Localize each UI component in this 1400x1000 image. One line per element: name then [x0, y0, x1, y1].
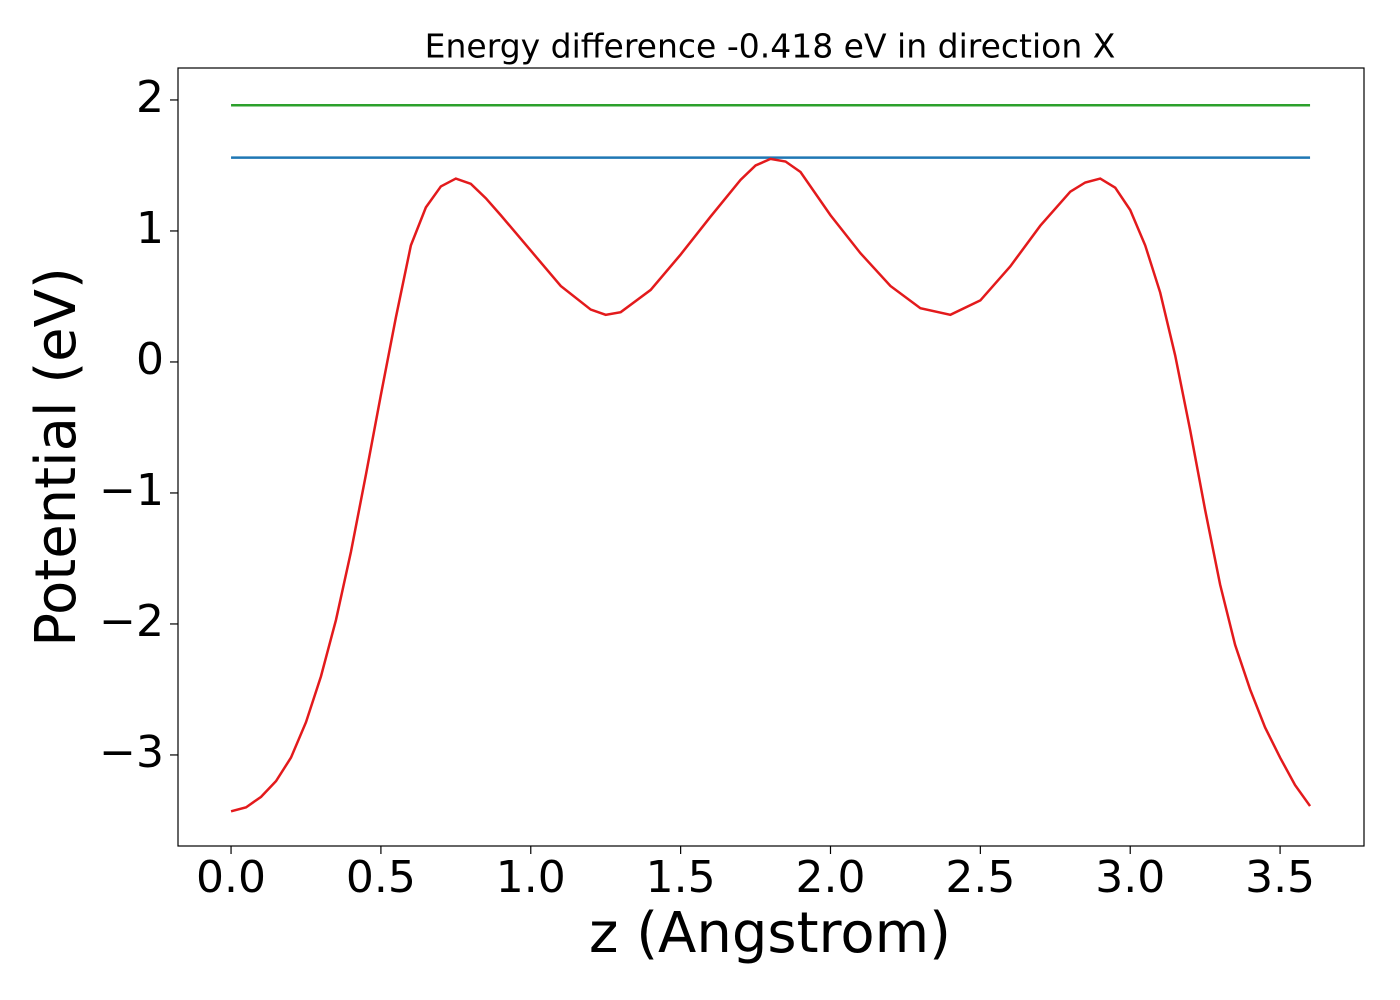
x-tick-label: 1.5 — [646, 852, 716, 903]
y-axis-label: Potential (eV) — [24, 267, 89, 647]
x-tick-label: 3.5 — [1245, 852, 1315, 903]
x-tick-label: 2.5 — [945, 852, 1015, 903]
x-tick-label: 0.5 — [346, 852, 416, 903]
chart-title: Energy difference -0.418 eV in direction… — [425, 27, 1116, 66]
x-axis-label: z (Angstrom) — [589, 901, 951, 966]
y-tick-label: 0 — [136, 334, 164, 385]
x-tick-label: 1.0 — [496, 852, 566, 903]
y-tick-label: 2 — [136, 72, 164, 123]
x-tick-label: 2.0 — [796, 852, 866, 903]
x-tick-label: 0.0 — [196, 852, 266, 903]
y-tick-label: −2 — [99, 596, 164, 647]
x-tick-label: 3.0 — [1095, 852, 1165, 903]
y-tick-label: −3 — [99, 727, 164, 778]
line-series — [230, 157, 1312, 813]
y-tick-label: −1 — [99, 465, 164, 516]
y-tick-label: 1 — [136, 203, 164, 254]
plot-frame — [177, 67, 1365, 847]
